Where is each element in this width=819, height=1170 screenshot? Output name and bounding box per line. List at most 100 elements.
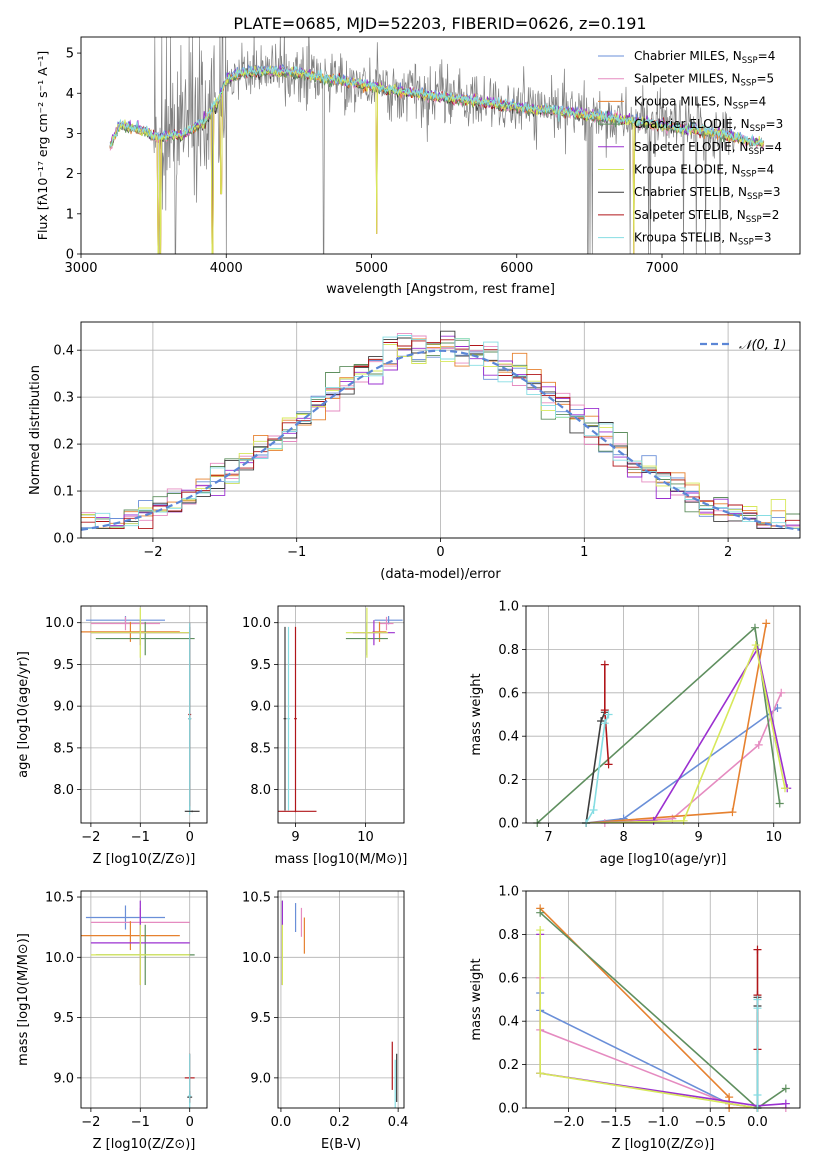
legend-subscript: SSP xyxy=(741,170,757,180)
y-tick-label: 9.0 xyxy=(53,1071,74,1086)
y-tick-label: 1.0 xyxy=(498,600,519,615)
x-tick-label: −0.5 xyxy=(694,1115,726,1130)
legend-label: Chabrier ELODIE, NSSP=3 xyxy=(634,117,783,134)
weight-point-marker xyxy=(600,719,609,728)
age-vs-mass-xlabel: mass [log10(M/M⊙)] xyxy=(275,852,408,867)
weight-point-marker xyxy=(589,805,598,814)
y-tick-label: 5 xyxy=(66,47,74,62)
age-vs-Z-xlabel: Z [log10(Z/Z⊙)] xyxy=(93,852,196,867)
legend-subscript: SSP xyxy=(750,124,766,134)
y-tick-label: 0.3 xyxy=(53,391,74,406)
y-tick-label: 10.0 xyxy=(242,951,271,966)
y-tick-label: 10.5 xyxy=(242,891,271,906)
y-tick-label: 10.0 xyxy=(242,616,271,631)
axes-age-vs-Z: −2 −1 0 8.0 8.5 9.0 9.5 10.0 xyxy=(45,606,207,845)
mass-vs-Z-xlabel: Z [log10(Z/Z⊙)] xyxy=(93,1137,196,1152)
weight-series-line xyxy=(539,930,758,1108)
weight-series-line xyxy=(586,623,767,823)
normal-curve xyxy=(81,349,800,531)
y-tick-label: 0.0 xyxy=(498,1102,519,1117)
weight-series-line xyxy=(585,714,610,823)
spectrum-data-line xyxy=(109,37,765,254)
legend-subscript: SSP xyxy=(746,215,762,225)
x-tick-label: 0 xyxy=(436,545,444,560)
x-tick-label: −2 xyxy=(143,545,162,560)
x-tick-label: 8 xyxy=(619,830,627,845)
x-tick-label: 4000 xyxy=(210,261,243,276)
x-tick-label: 0 xyxy=(186,830,194,845)
y-tick-label: 10.5 xyxy=(45,891,74,906)
y-tick-label: 10.0 xyxy=(45,616,74,631)
weight-series-line xyxy=(586,642,786,823)
y-tick-label: 0.8 xyxy=(498,928,519,943)
legend-count: =4 xyxy=(758,49,776,63)
legend-subscript: SSP xyxy=(741,79,757,89)
x-tick-label: 0.0 xyxy=(747,1115,768,1130)
legend-count: =5 xyxy=(756,72,774,86)
weight-point-marker xyxy=(536,908,545,917)
weight-point-marker xyxy=(728,808,737,817)
legend-count: =2 xyxy=(762,208,780,222)
weight-point-marker xyxy=(762,619,771,628)
x-tick-label: 10 xyxy=(357,830,374,845)
y-tick-label: 8.0 xyxy=(250,783,271,798)
weight-point-marker xyxy=(604,760,613,769)
x-tick-label: 2 xyxy=(724,545,732,560)
y-tick-label: 0.6 xyxy=(498,686,519,701)
weight-point-marker xyxy=(751,641,760,650)
spectrum-xlabel: wavelength [Angstrom, rest frame] xyxy=(326,282,555,297)
y-tick-label: 9.5 xyxy=(250,1011,271,1026)
x-tick-label: 10 xyxy=(765,830,782,845)
x-tick-label: −1 xyxy=(131,1115,150,1130)
legend-label: Salpeter MILES, NSSP=5 xyxy=(634,72,774,89)
residuals-xlabel: (data-model)/error xyxy=(380,567,501,582)
legend-subscript: SSP xyxy=(742,56,758,66)
weight-point-marker xyxy=(536,1069,545,1078)
spectrum-model-line xyxy=(109,65,764,149)
weight-series-line xyxy=(586,707,778,823)
axes-weight-vs-Z: −2.0 −1.5 −1.0 −0.5 0.0 0.0 0.2 0.4 0.6 0.8 1.0 xyxy=(498,885,800,1130)
legend-label: Salpeter STELIB, NSSP=2 xyxy=(634,208,779,225)
y-tick-label: 1.0 xyxy=(498,885,519,900)
x-tick-label: −2.0 xyxy=(553,1115,585,1130)
weight-point-marker xyxy=(781,1084,790,1093)
y-tick-label: 9.0 xyxy=(250,1071,271,1086)
spectrum-ylabel: Flux [fλ10⁻¹⁷ erg cm⁻² s⁻¹ A⁻¹] xyxy=(35,51,50,240)
x-tick-label: 6000 xyxy=(500,261,533,276)
weight-point-marker xyxy=(600,706,609,715)
y-tick-label: 3 xyxy=(66,127,74,142)
residuals-ylabel: Normed distribution xyxy=(28,365,43,495)
y-tick-label: 0.4 xyxy=(53,344,74,359)
legend-count: =3 xyxy=(763,185,781,199)
weight-point-marker xyxy=(754,740,763,749)
weight-vs-age-frame xyxy=(525,605,801,824)
legend-subscript: SSP xyxy=(748,147,764,157)
x-tick-label: 7000 xyxy=(645,261,678,276)
axes-mass-vs-Z: −2 −1 0 9.0 9.5 10.0 10.5 xyxy=(45,891,207,1130)
legend-count: =4 xyxy=(749,94,767,108)
x-tick-label: 0.0 xyxy=(271,1115,292,1130)
y-tick-label: 1 xyxy=(66,207,74,222)
y-tick-label: 4 xyxy=(66,87,74,102)
x-tick-label: −1 xyxy=(287,545,306,560)
weight-point-marker xyxy=(780,784,789,793)
weight-point-marker xyxy=(750,623,759,632)
weight-point-marker xyxy=(597,717,606,726)
weight-point-marker xyxy=(600,660,609,669)
y-tick-label: 8.5 xyxy=(53,741,74,756)
y-tick-label: 0.2 xyxy=(498,1058,519,1073)
legend-label: Kroupa ELODIE, NSSP=4 xyxy=(634,163,774,180)
weight-series-line xyxy=(604,692,782,823)
weight-vs-age-ylabel: mass weight xyxy=(469,673,484,755)
figure-title: PLATE=0685, MJD=52203, FIBERID=0626, z=0… xyxy=(233,14,646,33)
x-tick-label: 9 xyxy=(695,830,703,845)
legend-count: =4 xyxy=(756,163,774,177)
axes-age-vs-mass: 9 10 8.0 8.5 9.0 9.5 10.0 xyxy=(242,606,404,845)
weight-vs-Z-frame xyxy=(525,890,801,1109)
legend-subscript: SSP xyxy=(733,101,749,111)
weight-vs-Z-ylabel: mass weight xyxy=(469,958,484,1040)
y-tick-label: 9.0 xyxy=(250,700,271,715)
mass-vs-Z-ylabel: mass [log10(M/M⊙)] xyxy=(16,933,31,1066)
weight-point-marker xyxy=(536,926,545,935)
y-tick-label: 8.5 xyxy=(250,741,271,756)
